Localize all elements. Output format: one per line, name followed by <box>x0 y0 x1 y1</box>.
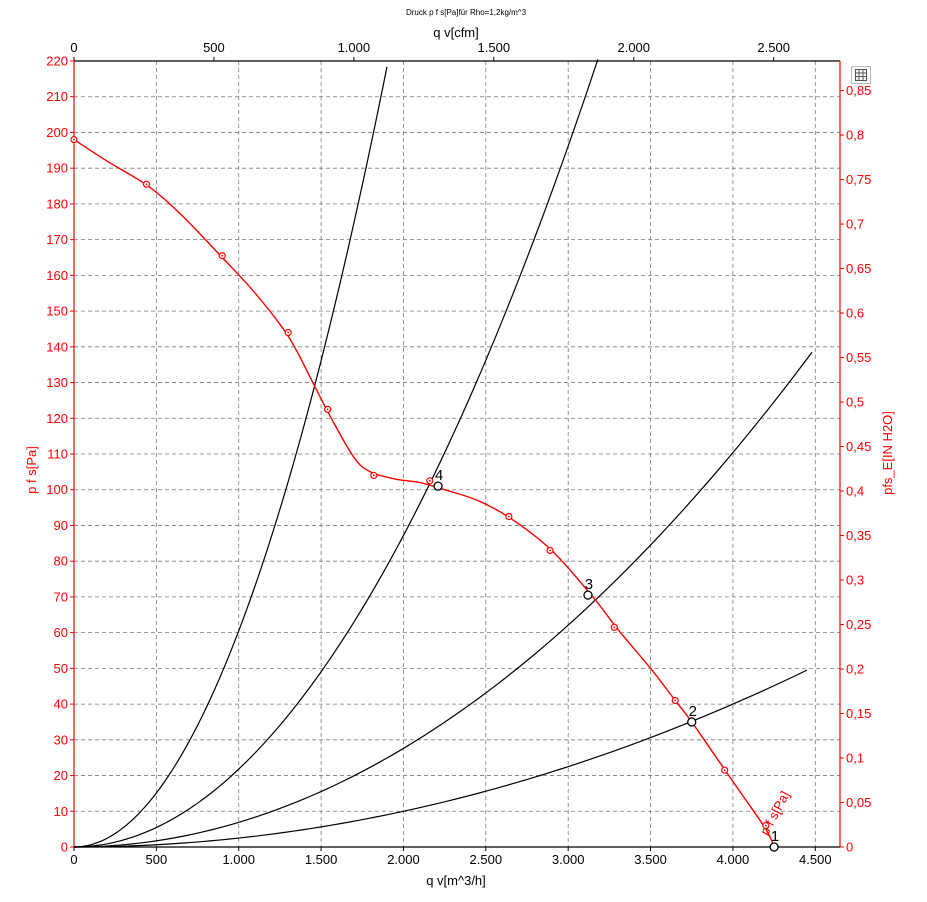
x-tick-label: 3.000 <box>552 852 585 867</box>
system-curves <box>73 59 813 848</box>
y-tick-label: 40 <box>54 697 68 712</box>
x-tick-label: 500 <box>146 852 168 867</box>
x-tick-label: 1.000 <box>222 852 255 867</box>
y-tick-label: 220 <box>46 54 68 69</box>
operating-point-label: 2 <box>689 703 697 720</box>
measured-point-dot <box>372 474 375 477</box>
measured-point-dot <box>613 626 616 629</box>
y-tick-label: 0 <box>61 840 68 855</box>
y2-tick-label: 0,35 <box>846 528 871 543</box>
y-tick-label: 160 <box>46 268 68 283</box>
x-tick-label: 1.500 <box>305 852 338 867</box>
y2-tick-label: 0,7 <box>846 217 864 232</box>
system-curve <box>73 351 813 848</box>
grid-export-icon <box>855 69 867 81</box>
y-tick-label: 200 <box>46 125 68 140</box>
y-tick-label: 210 <box>46 89 68 104</box>
operating-point-label: 1 <box>771 828 779 845</box>
measured-point-dot <box>549 549 551 552</box>
x-tick-label: 3.500 <box>634 852 667 867</box>
y2-tick-label: 0,05 <box>846 795 871 810</box>
y2-tick-label: 0,15 <box>846 706 871 721</box>
measured-point-dot <box>723 769 726 772</box>
x2-tick-label: 500 <box>203 40 225 55</box>
operating-point-label: 3 <box>585 576 593 593</box>
y-tick-label: 10 <box>54 804 68 819</box>
system-curve <box>73 59 599 848</box>
y2-tick-label: 0,4 <box>846 484 864 499</box>
y2-tick-label: 0 <box>846 840 853 855</box>
plot-frame <box>73 60 841 848</box>
operating-point <box>583 590 593 600</box>
measured-point-dot <box>507 515 510 518</box>
y-tick-label: 150 <box>46 304 68 319</box>
x2-tick-label: 1.000 <box>338 40 371 55</box>
y-tick-label: 190 <box>46 161 68 176</box>
measured-point-dot <box>221 254 224 257</box>
y2-tick-label: 0,65 <box>846 261 871 276</box>
y2-tick-label: 0,25 <box>846 617 871 632</box>
operating-point <box>769 842 779 852</box>
y-tick-label: 30 <box>54 732 68 747</box>
y-tick-label: 20 <box>54 768 68 783</box>
y-tick-label: 50 <box>54 661 68 676</box>
y2-tick-label: 0,5 <box>846 395 864 410</box>
x-tick-label: 0 <box>70 852 77 867</box>
tick-labels: 0 500 1.000 1.500 2.000 2.500 3.000 3.500 4.000 4… <box>46 40 871 867</box>
measured-point-dot <box>764 824 767 827</box>
y-tick-label: 140 <box>46 339 68 354</box>
x-tick-label: 2.500 <box>470 852 503 867</box>
fan-curve <box>73 139 775 848</box>
left-axis-title: p f s[Pa] <box>24 446 39 494</box>
x2-tick-label: 2.500 <box>757 40 790 55</box>
x2-tick-label: 0 <box>70 40 77 55</box>
x-tick-label: 4.500 <box>799 852 832 867</box>
chart-title: Druck p f s[Pa]für Rho=1,2kg/m^3 <box>406 8 527 17</box>
bottom-axis-title: q v[m^3/h] <box>426 873 486 888</box>
y-tick-label: 60 <box>54 625 68 640</box>
system-curve <box>73 669 808 848</box>
measured-point-dot <box>145 183 148 186</box>
measured-point-dot <box>287 331 290 334</box>
x-tick-label: 4.000 <box>717 852 750 867</box>
y2-tick-label: 0,6 <box>846 306 864 321</box>
measured-point-dot <box>326 408 329 411</box>
y-tick-label: 170 <box>46 232 68 247</box>
x2-tick-label: 2.000 <box>617 40 650 55</box>
y-tick-label: 70 <box>54 589 68 604</box>
y2-tick-label: 0,8 <box>846 128 864 143</box>
export-icon[interactable] <box>851 66 871 84</box>
system-curve <box>73 66 388 848</box>
x2-tick-label: 1.500 <box>478 40 511 55</box>
y2-tick-label: 0,45 <box>846 439 871 454</box>
y-tick-label: 90 <box>54 518 68 533</box>
y2-tick-label: 0,75 <box>846 172 871 187</box>
operating-points: 1 2 3 4 <box>433 467 779 852</box>
operating-point-label: 4 <box>435 467 443 484</box>
grid-layer <box>74 61 840 847</box>
y2-tick-label: 0,2 <box>846 662 864 677</box>
fan-curve-layer: p f s[Pa] <box>70 136 793 848</box>
y2-tick-label: 0,55 <box>846 350 871 365</box>
measured-point-dot <box>73 138 75 141</box>
operating-point <box>687 717 697 727</box>
top-axis-title: q v[cfm] <box>433 25 479 40</box>
x-tick-label: 2.000 <box>387 852 420 867</box>
y2-tick-label: 0,1 <box>846 751 864 766</box>
y-tick-label: 180 <box>46 196 68 211</box>
measured-point-dot <box>428 479 431 482</box>
y2-tick-label: 0,3 <box>846 573 864 588</box>
right-axis-title: pfs_E[IN H2O] <box>880 411 895 495</box>
y-tick-label: 80 <box>54 554 68 569</box>
operating-point <box>433 481 443 491</box>
y-tick-label: 120 <box>46 411 68 426</box>
y-tick-label: 100 <box>46 482 68 497</box>
y-tick-label: 110 <box>47 447 68 462</box>
y-tick-label: 130 <box>46 375 68 390</box>
y2-tick-label: 0,85 <box>846 83 871 98</box>
measured-point-dot <box>674 699 677 702</box>
